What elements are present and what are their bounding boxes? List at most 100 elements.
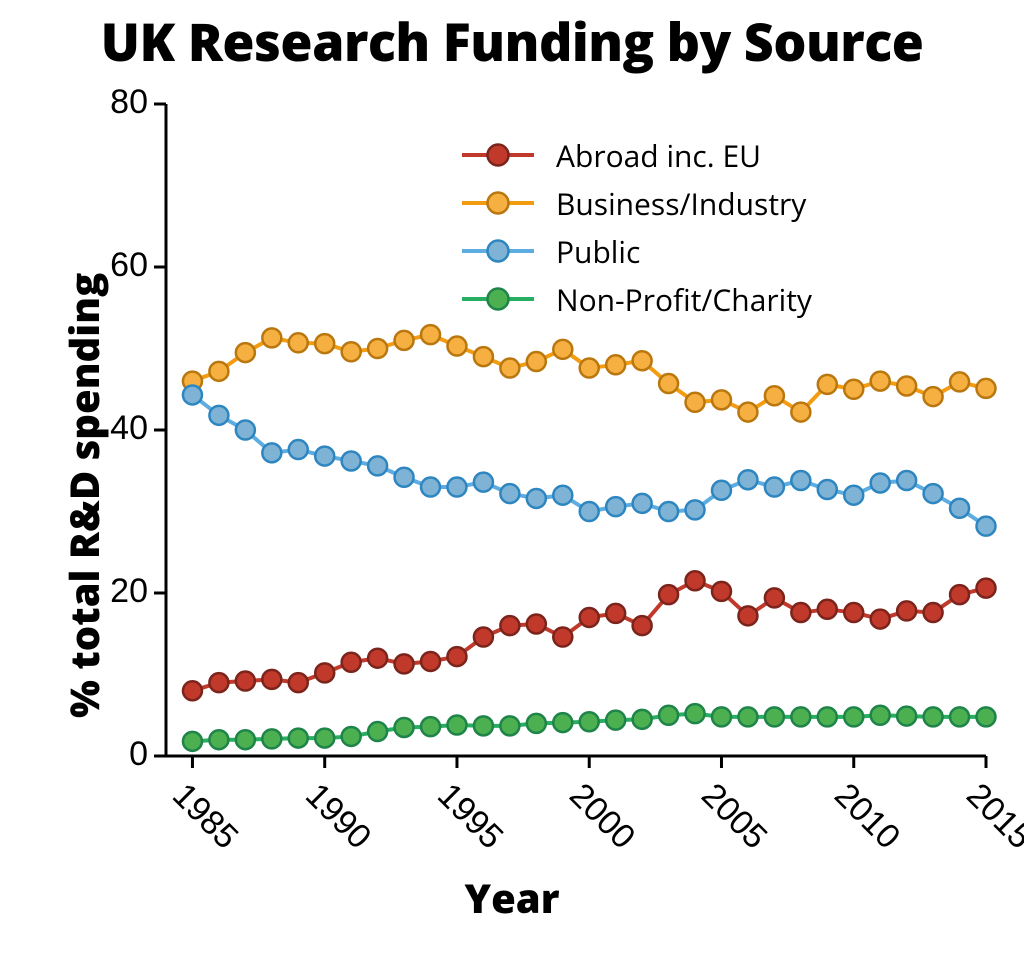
y-tick-label: 20 — [110, 572, 148, 611]
marker-abroad — [606, 604, 625, 623]
marker-nonprofit — [871, 706, 890, 725]
marker-public — [553, 486, 572, 505]
marker-nonprofit — [315, 729, 334, 748]
marker-public — [527, 489, 546, 508]
marker-public — [871, 473, 890, 492]
marker-public — [897, 471, 916, 490]
marker-nonprofit — [262, 729, 281, 748]
marker-nonprofit — [447, 716, 466, 735]
marker-abroad — [474, 628, 493, 647]
legend-item-public: Public — [460, 230, 880, 272]
marker-public — [659, 502, 678, 521]
marker-public — [500, 484, 519, 503]
marker-nonprofit — [818, 707, 837, 726]
marker-business — [527, 352, 546, 371]
marker-public — [209, 406, 228, 425]
marker-business — [421, 325, 440, 344]
marker-business — [553, 340, 572, 359]
marker-abroad — [421, 652, 440, 671]
marker-public — [315, 447, 334, 466]
marker-abroad — [342, 653, 361, 672]
marker-abroad — [897, 601, 916, 620]
marker-nonprofit — [712, 707, 731, 726]
marker-business — [209, 362, 228, 381]
marker-abroad — [289, 673, 308, 692]
marker-nonprofit — [368, 722, 387, 741]
legend-item-nonprofit: Non-Profit/Charity — [460, 278, 880, 320]
marker-nonprofit — [686, 704, 705, 723]
legend-marker-icon — [460, 278, 536, 320]
marker-nonprofit — [500, 716, 519, 735]
marker-business — [686, 393, 705, 412]
marker-public — [765, 478, 784, 497]
marker-public — [421, 478, 440, 497]
marker-abroad — [633, 616, 652, 635]
marker-business — [580, 359, 599, 378]
marker-business — [818, 375, 837, 394]
marker-nonprofit — [738, 707, 757, 726]
marker-business — [447, 337, 466, 356]
marker-abroad — [738, 606, 757, 625]
marker-abroad — [368, 649, 387, 668]
marker-abroad — [209, 673, 228, 692]
marker-business — [395, 331, 414, 350]
legend-marker-icon — [460, 182, 536, 224]
marker-public — [738, 470, 757, 489]
marker-public — [447, 478, 466, 497]
legend-marker-icon — [460, 134, 536, 176]
marker-public — [183, 385, 202, 404]
marker-business — [871, 372, 890, 391]
marker-nonprofit — [897, 707, 916, 726]
marker-public — [977, 517, 996, 536]
marker-public — [818, 480, 837, 499]
marker-nonprofit — [474, 716, 493, 735]
marker-nonprofit — [236, 730, 255, 749]
marker-business — [368, 339, 387, 358]
marker-nonprofit — [606, 711, 625, 730]
marker-abroad — [262, 670, 281, 689]
marker-public — [474, 473, 493, 492]
marker-business — [712, 390, 731, 409]
marker-nonprofit — [765, 707, 784, 726]
marker-nonprofit — [633, 710, 652, 729]
marker-abroad — [712, 582, 731, 601]
marker-nonprofit — [977, 707, 996, 726]
marker-nonprofit — [183, 732, 202, 751]
marker-business — [474, 347, 493, 366]
marker-abroad — [447, 647, 466, 666]
marker-abroad — [527, 614, 546, 633]
marker-nonprofit — [421, 717, 440, 736]
marker-abroad — [500, 616, 519, 635]
chart-container: UK Research Funding by Source % total R&… — [0, 0, 1024, 968]
marker-abroad — [791, 603, 810, 622]
marker-nonprofit — [342, 727, 361, 746]
legend-label: Public — [536, 231, 640, 272]
marker-public — [606, 497, 625, 516]
marker-business — [659, 374, 678, 393]
marker-abroad — [818, 600, 837, 619]
marker-abroad — [395, 654, 414, 673]
marker-public — [289, 440, 308, 459]
marker-public — [236, 421, 255, 440]
marker-business — [791, 403, 810, 422]
marker-public — [395, 468, 414, 487]
marker-abroad — [765, 588, 784, 607]
marker-business — [924, 387, 943, 406]
marker-abroad — [659, 585, 678, 604]
marker-abroad — [950, 585, 969, 604]
marker-business — [844, 380, 863, 399]
y-tick-label: 0 — [129, 735, 148, 774]
marker-abroad — [580, 608, 599, 627]
marker-abroad — [924, 603, 943, 622]
marker-business — [289, 333, 308, 352]
y-tick-label: 80 — [110, 83, 148, 122]
y-tick-label: 40 — [110, 409, 148, 448]
x-axis-label: Year — [0, 870, 1024, 925]
legend-label: Non-Profit/Charity — [536, 279, 812, 320]
legend-item-business: Business/Industry — [460, 182, 880, 224]
marker-business — [738, 403, 757, 422]
marker-nonprofit — [553, 713, 572, 732]
marker-abroad — [686, 571, 705, 590]
marker-public — [342, 451, 361, 470]
marker-abroad — [183, 681, 202, 700]
